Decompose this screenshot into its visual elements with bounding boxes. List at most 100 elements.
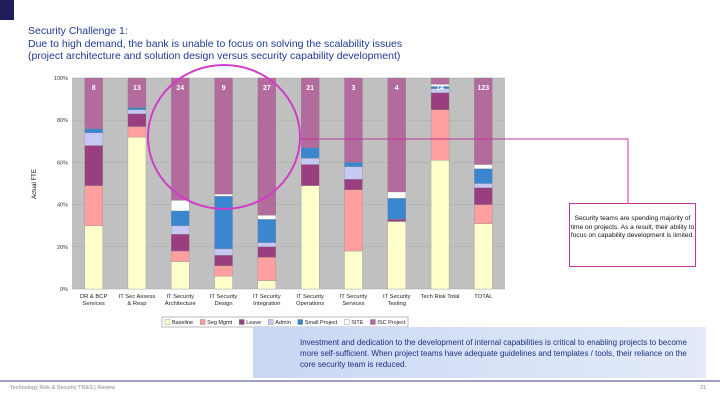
bar-segment <box>127 126 147 138</box>
bar-total: 14 <box>436 85 444 92</box>
x-tick-label: IT Security Architecture <box>164 294 196 307</box>
bar-segment <box>300 164 320 186</box>
y-tick-label: 40% <box>57 203 68 209</box>
bar-total: 8 <box>92 85 96 92</box>
bar-segment <box>214 255 233 266</box>
callout: Security teams are spending majority of … <box>569 203 696 267</box>
legend-label: Small Project <box>305 320 338 326</box>
bar-segment <box>344 179 363 190</box>
bar-segment <box>474 77 493 165</box>
bar-segment <box>344 162 363 167</box>
bar-segment <box>257 219 277 243</box>
x-tick-label: IT Security Integration <box>253 294 281 307</box>
bar-total: 24 <box>176 85 184 92</box>
bar-total: 9 <box>222 85 226 92</box>
bar-segment <box>171 200 190 212</box>
bar-total: 123 <box>478 85 490 92</box>
legend-swatch <box>297 319 303 325</box>
x-tick-label: IT Security Design <box>209 294 238 307</box>
bar-segment <box>171 225 190 235</box>
legend-swatch <box>199 319 206 325</box>
y-axis-label: Actual FTE <box>32 169 38 199</box>
bar-segment <box>387 198 406 220</box>
bar-segment <box>84 77 103 129</box>
bar-segment <box>300 77 320 148</box>
y-tick-label: 100% <box>54 76 68 82</box>
y-tick-label: 80% <box>57 118 68 124</box>
bar-segment <box>257 246 277 258</box>
bar-segment <box>474 187 493 205</box>
bar-segment <box>344 166 363 180</box>
footer: Technology Risk & Security TR&S | Review <box>10 385 116 391</box>
x-tick-label: Tech Risk Total <box>420 294 460 300</box>
bar-segment <box>84 132 103 146</box>
title-line: Due to high demand, the bank is unable t… <box>28 38 403 50</box>
x-tick-label: IT Security Services <box>339 294 368 307</box>
legend-swatch <box>239 319 245 325</box>
bar-total: 4 <box>395 85 399 92</box>
legend-label: Seg Mgmt <box>207 320 233 326</box>
bar-segment <box>214 77 233 195</box>
bar-segment <box>84 145 103 186</box>
legend-swatch <box>164 319 171 325</box>
connector <box>300 138 629 203</box>
bar-segment <box>474 204 493 224</box>
bar-segment <box>257 242 277 247</box>
legend-swatch <box>268 319 274 325</box>
legend-swatch <box>370 319 376 325</box>
bar-segment <box>214 193 233 197</box>
bar-segment <box>387 219 406 222</box>
bar-segment <box>127 113 147 127</box>
bar-segment <box>84 225 103 290</box>
bar-segment <box>387 77 406 193</box>
title-line: (project architecture and solution desig… <box>28 50 401 62</box>
bar-segment <box>387 191 406 199</box>
bar-segment <box>214 196 233 250</box>
bar-segment <box>344 250 363 290</box>
y-tick-label: 0% <box>60 287 68 293</box>
title-line: Security Challenge 1: <box>28 25 128 37</box>
y-tick-label: 20% <box>57 245 68 251</box>
bar-segment <box>430 160 450 290</box>
bar-segment <box>171 233 190 252</box>
bar-segment <box>474 168 493 184</box>
bar-segment <box>257 214 277 220</box>
legend-swatch <box>344 319 350 325</box>
bar-total: 21 <box>306 85 314 92</box>
bar-total: 13 <box>133 85 141 92</box>
bar-segment <box>430 109 450 161</box>
legend-label: Leave <box>246 320 261 326</box>
bar-segment <box>257 280 277 290</box>
note: Investment and dedication to the develop… <box>253 327 706 378</box>
bar-segment <box>127 107 147 110</box>
bar-segment <box>257 257 277 281</box>
bar-segment <box>344 189 363 252</box>
bar-segment <box>127 109 147 115</box>
bar-segment <box>171 77 190 201</box>
page-number: 31 <box>700 385 707 391</box>
bar-segment <box>300 147 320 159</box>
bar-segment <box>387 221 406 290</box>
y-tick-label: 60% <box>57 160 68 166</box>
bar-segment <box>214 276 233 290</box>
bar-segment <box>474 164 493 169</box>
x-tick-label: IT Security Testing <box>382 294 411 307</box>
bar-segment <box>214 248 233 256</box>
x-tick-label: TOTAL <box>474 294 493 300</box>
bar-segment <box>84 128 103 134</box>
bar-segment <box>474 223 493 290</box>
bar-total: 3 <box>351 85 355 92</box>
bar-segment <box>171 250 190 262</box>
bar-segment <box>430 92 450 110</box>
bar-segment <box>171 210 190 226</box>
bar-segment <box>300 158 320 165</box>
corner-mark <box>0 0 14 20</box>
bar-segment <box>127 77 147 108</box>
x-tick-label: IT Security Operations <box>295 294 325 307</box>
legend-label: ISC Project <box>377 320 405 326</box>
bar-segment <box>84 185 103 226</box>
bar-segment <box>474 183 493 188</box>
bar-segment <box>300 185 320 290</box>
